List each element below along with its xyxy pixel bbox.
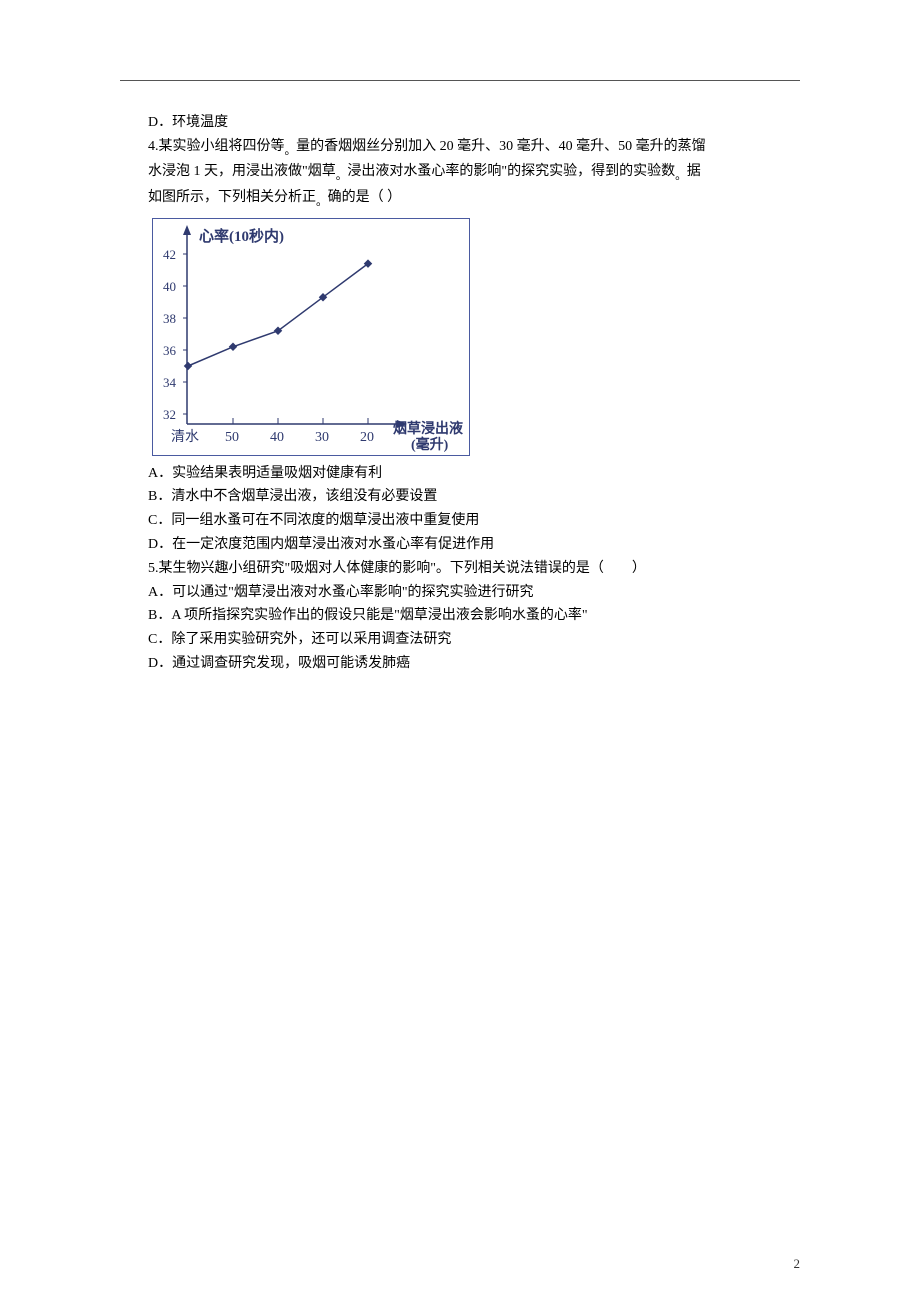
y-ticks: 32 34 36 38 40 42 [163, 247, 187, 422]
q4-option-d: D．在一定浓度范围内烟草浸出液对水蚤心率有促进作用 [120, 533, 800, 557]
x-ticks [233, 418, 368, 424]
text: 水浸泡 1 天，用浸出液做"烟草 [148, 164, 336, 179]
y-tick-label: 38 [163, 311, 176, 326]
chart-svg: 心率(10秒内) 32 34 36 38 40 42 [153, 219, 468, 454]
q3-option-d: D．环境温度 [120, 111, 800, 135]
q5-option-a: A．可以通过"烟草浸出液对水蚤心率影响"的探究实验进行研究 [120, 581, 800, 605]
y-axis-arrow [183, 225, 191, 235]
x-tick-label: 50 [225, 430, 239, 445]
x-tick-label: 20 [360, 430, 374, 445]
sub-mark: 。 [675, 169, 687, 182]
text: 4.某实验小组将四份等 [148, 139, 285, 154]
sub-mark: 。 [336, 169, 348, 182]
y-tick-label: 40 [163, 279, 176, 294]
q4-stem-line2: 水浸泡 1 天，用浸出液做"烟草。浸出液对水蚤心率的影响"的探究实验，得到的实验… [120, 160, 800, 186]
x-tick-labels: 清水 50 40 30 20 [171, 429, 374, 445]
top-rule [120, 80, 800, 81]
q4-chart: 心率(10秒内) 32 34 36 38 40 42 [152, 218, 470, 456]
y-axis-title: 心率(10秒内) [199, 227, 284, 245]
q4-option-b: B．清水中不含烟草浸出液，该组没有必要设置 [120, 485, 800, 509]
q5-option-c: C．除了采用实验研究外，还可以采用调查法研究 [120, 628, 800, 652]
x-tick-label: 40 [270, 430, 284, 445]
q5-option-d: D．通过调查研究发现，吸烟可能诱发肺癌 [120, 652, 800, 676]
y-tick-label: 32 [163, 407, 176, 422]
q4-stem-line3: 如图所示，下列相关分析正。确的是（ ） [120, 186, 800, 212]
x-tick-label: 清水 [171, 429, 199, 445]
q5-stem: 5.某生物兴趣小组研究"吸烟对人体健康的影响"。下列相关说法错误的是（ ） [120, 557, 800, 581]
sub-mark: 。 [285, 144, 297, 157]
x-axis-label-1: 烟草浸出液 [393, 420, 464, 437]
y-tick-label: 36 [163, 343, 177, 358]
q4-option-c: C．同一组水蚤可在不同浓度的烟草浸出液中重复使用 [120, 509, 800, 533]
text: 据 [687, 164, 701, 179]
text: 量的香烟烟丝分别加入 20 毫升、30 毫升、40 毫升、50 毫升的蒸馏 [296, 139, 706, 154]
y-tick-label: 42 [163, 247, 176, 262]
sub-mark: 。 [316, 195, 328, 208]
page-number: 2 [794, 1256, 801, 1272]
x-tick-label: 30 [315, 430, 329, 445]
text: 如图所示，下列相关分析正 [148, 190, 316, 205]
text: 浸出液对水蚤心率的影响"的探究实验，得到的实验数 [347, 164, 675, 179]
document-page: D．环境温度 4.某实验小组将四份等。量的香烟烟丝分别加入 20 毫升、30 毫… [0, 0, 920, 1302]
q4-option-a: A．实验结果表明适量吸烟对健康有利 [120, 462, 800, 486]
q4-stem-line1: 4.某实验小组将四份等。量的香烟烟丝分别加入 20 毫升、30 毫升、40 毫升… [120, 135, 800, 161]
q5-option-b: B．A 项所指探究实验作出的假设只能是"烟草浸出液会影响水蚤的心率" [120, 604, 800, 628]
text: 确的是（ ） [328, 190, 402, 205]
data-line [188, 263, 368, 365]
data-markers [184, 259, 372, 370]
x-axis-label-2: (毫升) [411, 436, 449, 453]
y-tick-label: 34 [163, 375, 177, 390]
